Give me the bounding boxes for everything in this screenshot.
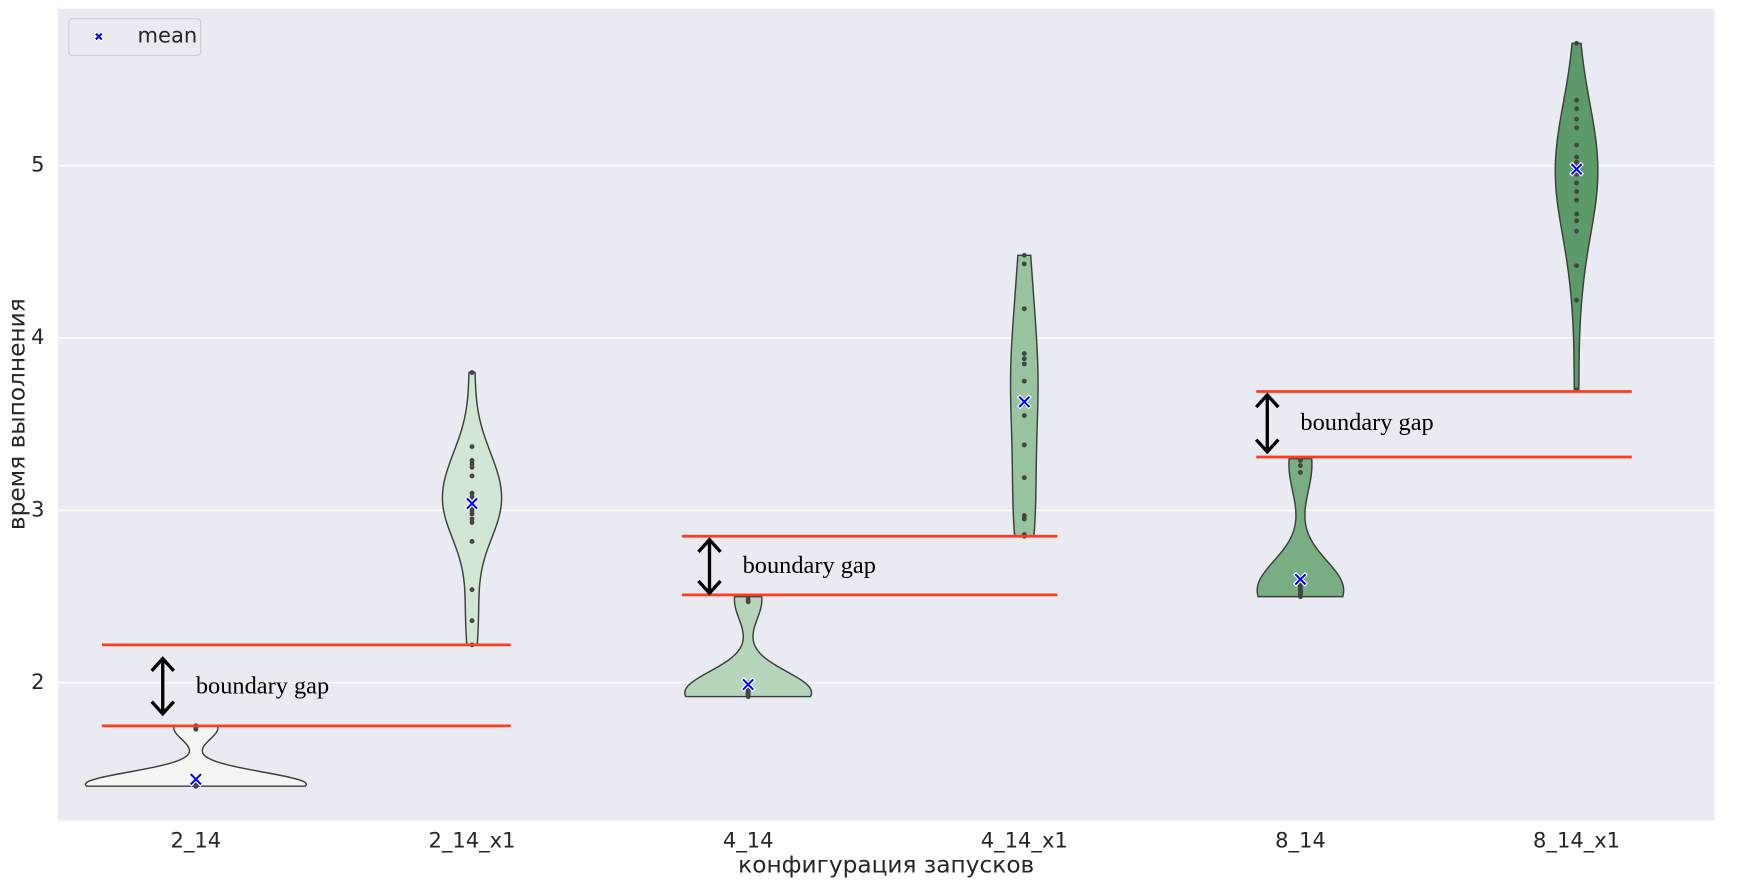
x-tick-label: 8_14: [1275, 828, 1326, 854]
data-point: [469, 539, 475, 544]
violin: [1256, 457, 1345, 598]
legend-box: [68, 18, 202, 56]
data-point: [1574, 189, 1579, 194]
y-tick-label: 2: [31, 669, 44, 694]
mean-marker: [188, 771, 204, 787]
annotation: boundary gap: [1300, 409, 1433, 436]
data-point: [1021, 513, 1027, 519]
y-tick-label: 5: [31, 152, 44, 177]
data-point: [469, 461, 475, 467]
data-point: [1021, 261, 1027, 267]
y-tick-label: 4: [31, 324, 44, 349]
data-point: [1574, 125, 1579, 131]
data-point: [1021, 361, 1027, 367]
data-point: [1021, 378, 1027, 384]
x-axis-label: конфигурация запусков: [738, 852, 1034, 879]
x-tick-label: 2_14: [171, 828, 222, 854]
data-point: [1574, 197, 1579, 203]
data-point: [469, 490, 475, 496]
plot-background: [57, 8, 1715, 821]
data-point: [1574, 211, 1579, 217]
data-point: [469, 494, 475, 500]
data-point: [1297, 583, 1303, 589]
data-point: [1574, 228, 1579, 234]
data-point: [469, 370, 475, 375]
data-point: [469, 507, 475, 513]
data-point: [1574, 97, 1579, 103]
legend-label: mean: [138, 23, 198, 48]
x-tick-label: 8_14_x1: [1533, 828, 1620, 854]
data-point: [469, 520, 475, 525]
x-tick-label: 4_14_x1: [981, 828, 1068, 854]
mean-marker: [464, 496, 480, 511]
y-axis-label: время выполнения: [3, 298, 30, 530]
violin: [684, 595, 813, 698]
data-point: [1021, 442, 1027, 448]
data-point: [1574, 297, 1579, 303]
annotation: boundary gap: [196, 673, 329, 700]
grid: [57, 165, 1715, 684]
gap-arrow: [150, 656, 176, 717]
mean-marker: [1569, 161, 1584, 177]
x-tick-label: 2_14_x1: [429, 828, 516, 854]
gap-arrow: [697, 537, 722, 596]
mean-marker: [1016, 394, 1032, 410]
annotation: boundary gap: [743, 552, 876, 579]
data-point: [469, 587, 475, 593]
data-point: [1574, 116, 1579, 122]
data-point: [1574, 263, 1579, 269]
data-point: [1574, 154, 1579, 160]
data-point: [1021, 356, 1027, 362]
marks: [84, 40, 1632, 789]
gap-arrow: [1254, 392, 1280, 455]
data-point: [1574, 218, 1579, 224]
data-point: [469, 511, 475, 517]
data-point: [1297, 463, 1303, 469]
data-point: [1021, 306, 1027, 312]
data-point: [469, 444, 475, 450]
data-point: [1021, 413, 1027, 419]
data-point: [1574, 159, 1579, 165]
data-point: [469, 516, 475, 522]
data-point: [469, 464, 475, 470]
data-point: [1021, 475, 1027, 481]
data-point: [1574, 142, 1579, 148]
data-point: [193, 783, 199, 789]
data-point: [1021, 252, 1027, 258]
violin: [1009, 254, 1039, 537]
data-point: [1021, 351, 1027, 357]
data-point: [469, 618, 475, 624]
data-point: [1574, 180, 1579, 186]
x-tick-label: 4_14: [723, 828, 774, 854]
mean-marker: [1292, 571, 1308, 587]
violin: [1554, 42, 1599, 391]
data-point: [1021, 516, 1027, 522]
data-point: [745, 597, 751, 603]
y-tick-label: 3: [31, 496, 44, 521]
data-point: [1574, 106, 1579, 112]
data-point: [1297, 470, 1303, 475]
mean-marker: [740, 677, 756, 692]
legend: mean: [68, 18, 202, 56]
data-point: [469, 473, 475, 479]
data-point: [469, 457, 475, 463]
data-point: [1574, 40, 1579, 46]
legend-marker: [93, 31, 105, 42]
